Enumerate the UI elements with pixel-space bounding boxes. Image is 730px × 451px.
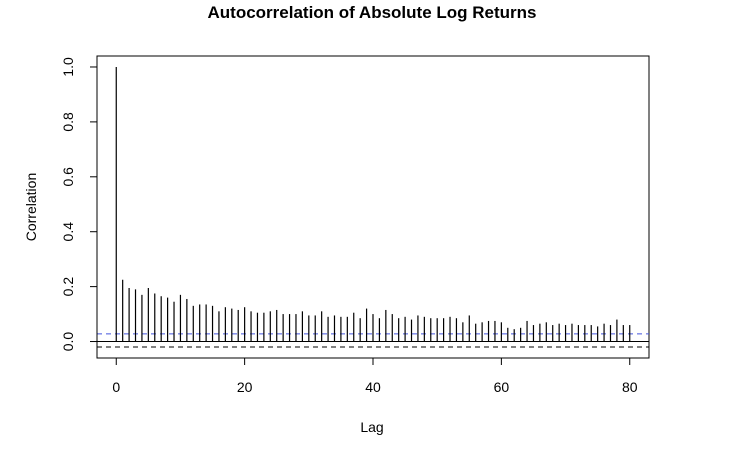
y-axis: 0.0 0.2 0.4 0.6 0.8 1.0 <box>60 57 98 352</box>
x-axis: 0 20 40 60 80 <box>112 357 638 395</box>
y-tick-label: 0.0 <box>60 332 76 352</box>
x-tick-label: 20 <box>237 379 253 395</box>
plot-frame <box>96 55 650 359</box>
x-tick-label: 80 <box>622 379 638 395</box>
x-tick-label: 60 <box>494 379 510 395</box>
y-tick-label: 0.6 <box>60 167 76 187</box>
y-tick-label: 0.4 <box>60 222 76 242</box>
x-tick-label: 40 <box>365 379 381 395</box>
chart-title: Autocorrelation of Absolute Log Returns <box>208 3 537 22</box>
x-axis-label: Lag <box>360 419 383 435</box>
y-tick-label: 1.0 <box>60 57 76 77</box>
y-tick-label: 0.2 <box>60 277 76 297</box>
y-axis-label: Correlation <box>23 173 39 241</box>
acf-bars <box>115 66 631 342</box>
x-tick-label: 0 <box>112 379 120 395</box>
y-tick-label: 0.8 <box>60 112 76 132</box>
